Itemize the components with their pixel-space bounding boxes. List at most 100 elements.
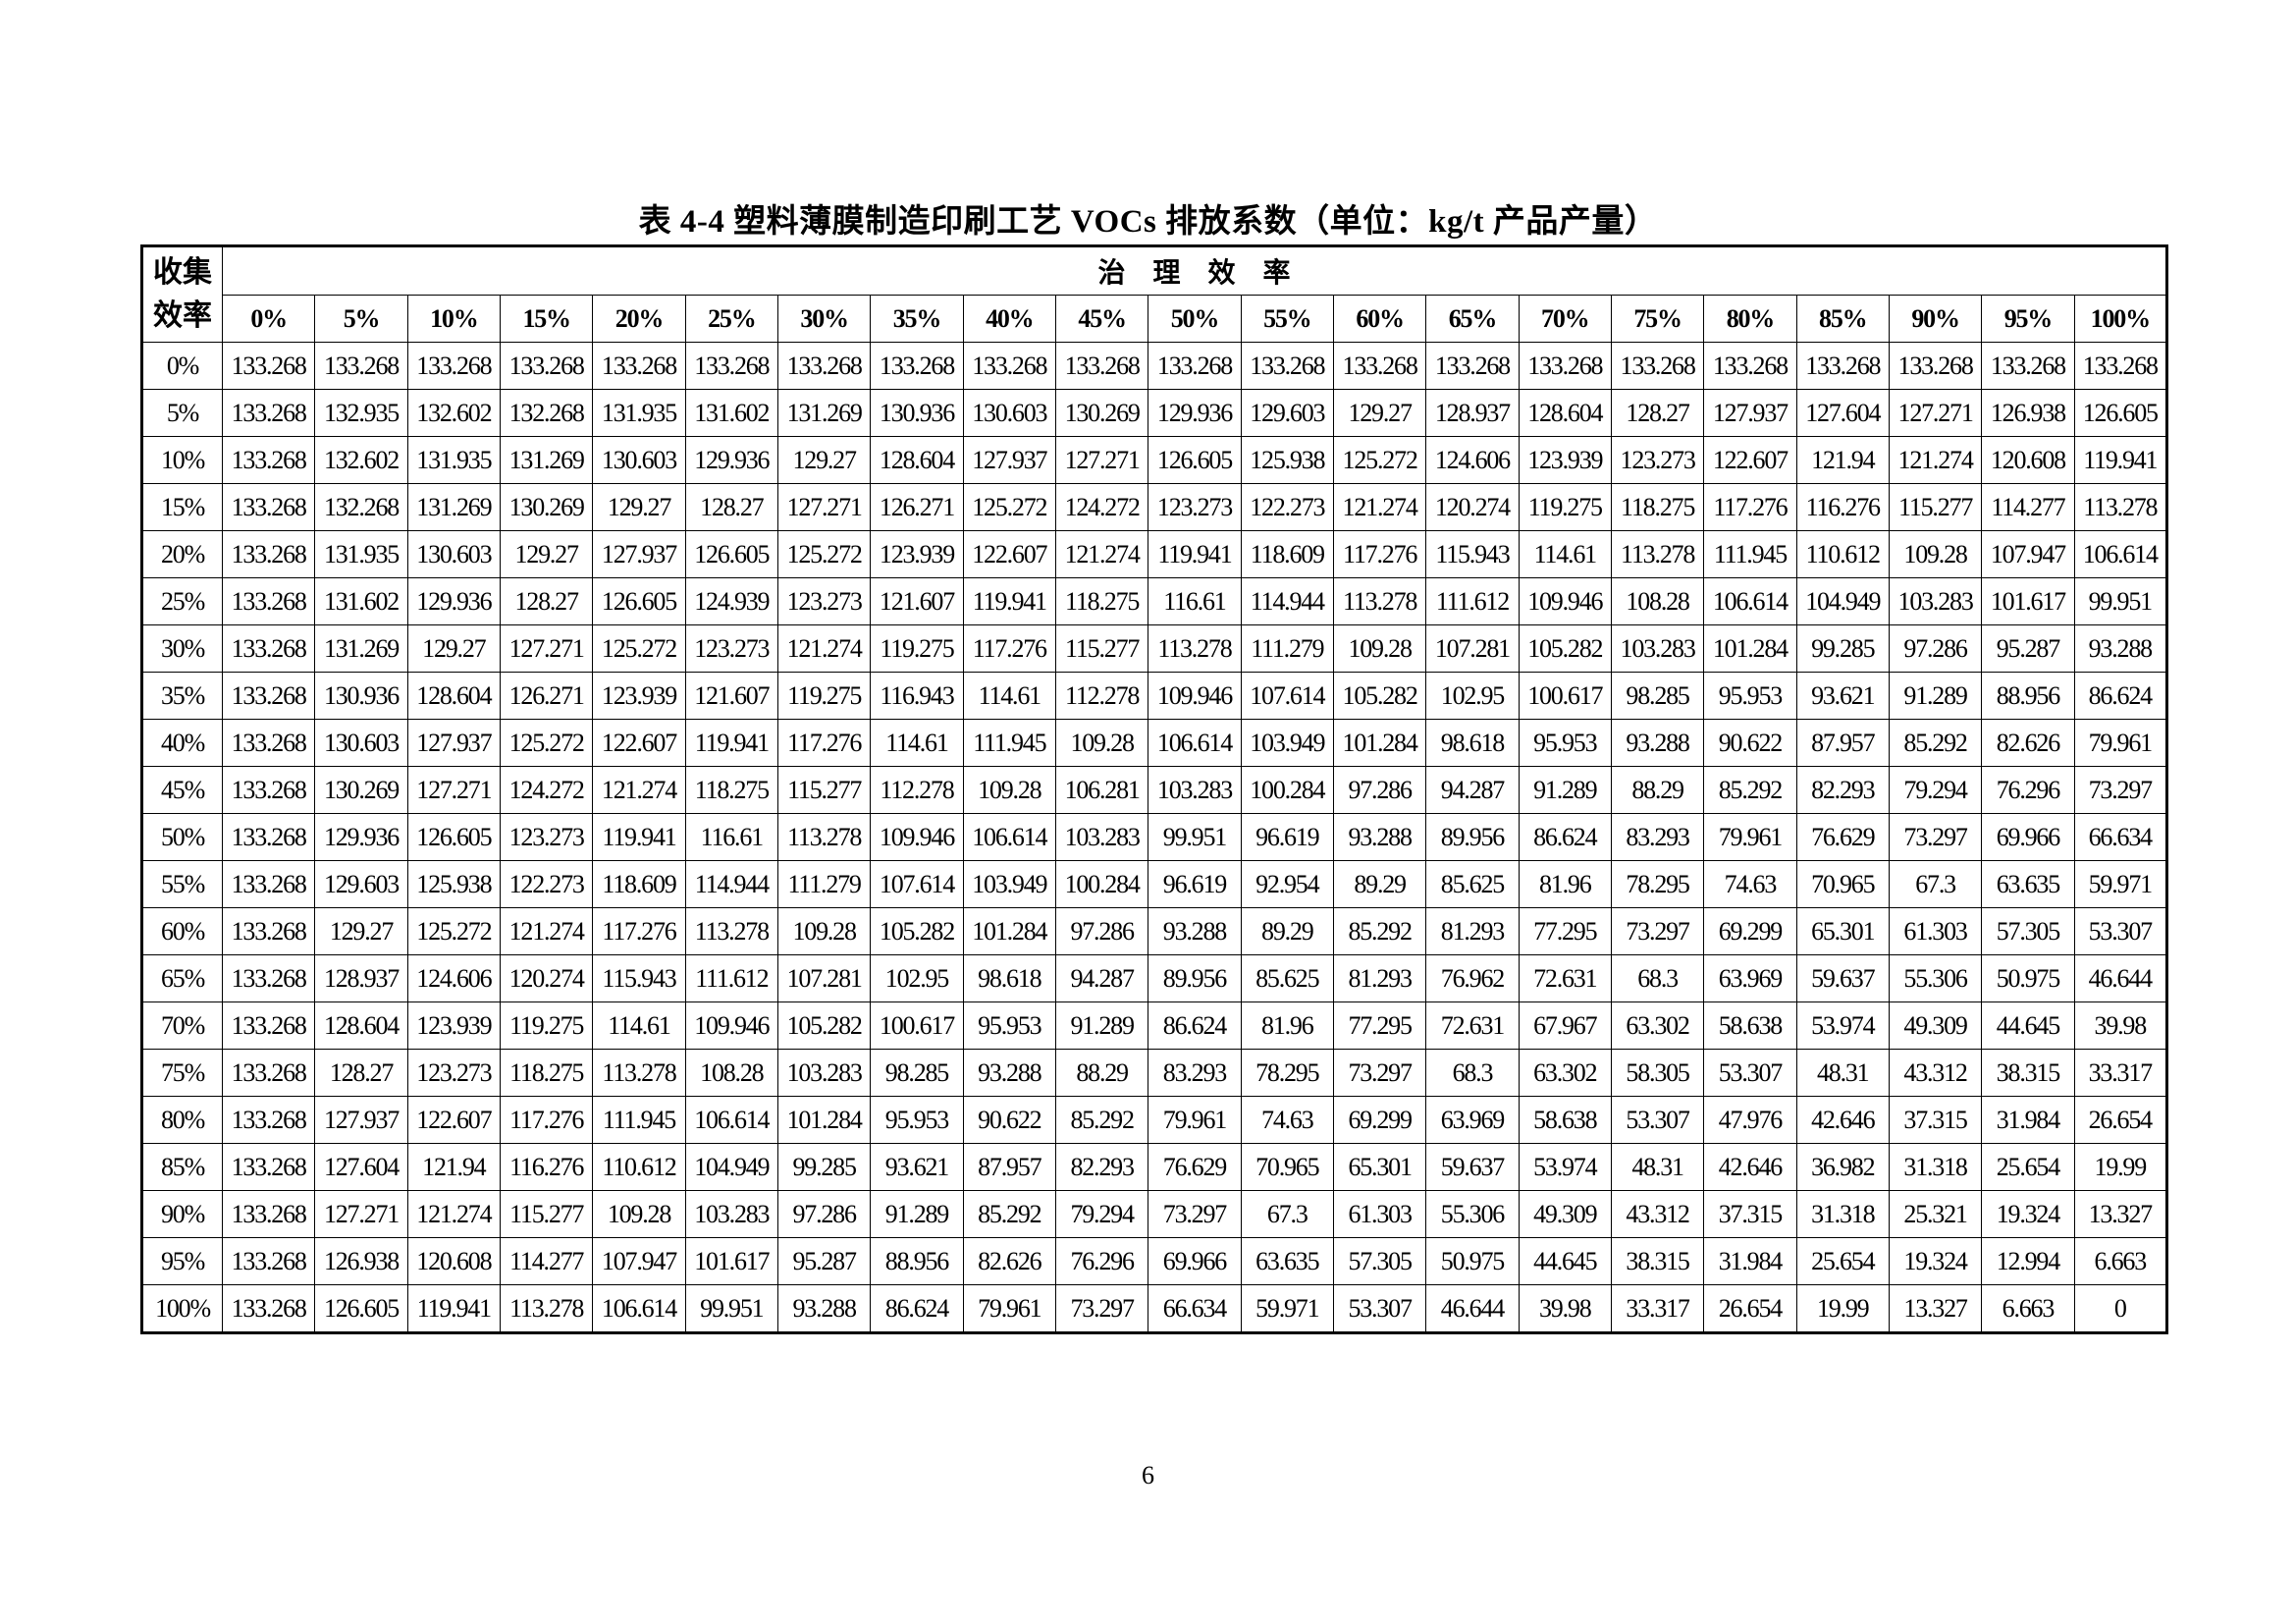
column-header: 55% (1240, 295, 1334, 343)
table-cell: 121.607 (870, 577, 964, 625)
table-cell: 26.654 (1703, 1284, 1797, 1333)
table-cell: 96.619 (1148, 860, 1242, 908)
table-cell: 103.283 (1054, 813, 1149, 861)
table-cell: 57.305 (1981, 907, 2075, 955)
table-cell: 125.938 (1240, 436, 1334, 484)
table-cell: 87.957 (962, 1143, 1056, 1191)
table-row: 35% 133.268 130.936 128.604 126.271 123.939 12… (141, 672, 2168, 720)
table-cell: 133.268 (221, 483, 316, 531)
table-cell: 133.268 (221, 1237, 316, 1285)
header-row-group: 收集 效率 治 理 效 率 (141, 245, 2167, 343)
table-cell: 31.318 (1795, 1190, 1890, 1238)
table-cell: 122.607 (1703, 436, 1797, 484)
table-cell: 59.637 (1425, 1143, 1520, 1191)
table-cell: 117.276 (962, 624, 1056, 673)
table-cell: 126.605 (684, 530, 778, 578)
table-cell: 123.273 (776, 577, 872, 625)
table-cell: 55.306 (1425, 1190, 1520, 1238)
table-cell: 13.327 (1888, 1284, 1983, 1333)
table-cell: 126.271 (499, 672, 594, 720)
table-cell: 66.634 (2073, 813, 2168, 861)
table-cell: 133.268 (1795, 342, 1890, 390)
table-cell: 63.635 (1240, 1237, 1334, 1285)
table-cell: 13.327 (2073, 1190, 2168, 1238)
row-label: 65% (141, 954, 223, 1002)
table-cell: 89.956 (1425, 813, 1520, 861)
table-cell: 98.285 (1610, 672, 1705, 720)
table-cell: 85.292 (1888, 719, 1983, 767)
table-cell: 93.621 (870, 1143, 964, 1191)
table-cell: 25.654 (1981, 1143, 2075, 1191)
row-label: 45% (141, 766, 223, 814)
table-cell: 133.268 (1518, 342, 1612, 390)
row-label: 50% (141, 813, 223, 861)
table-cell: 121.274 (592, 766, 686, 814)
table-cell: 130.269 (1054, 389, 1149, 437)
table-cell: 106.614 (1148, 719, 1242, 767)
table-cell: 125.938 (406, 860, 501, 908)
column-header: 20% (592, 295, 686, 343)
table-cell: 106.614 (2073, 530, 2168, 578)
table-cell: 126.605 (1148, 436, 1242, 484)
table-cell: 123.939 (870, 530, 964, 578)
table-cell: 133.268 (221, 719, 316, 767)
table-cell: 94.287 (1425, 766, 1520, 814)
table-cell: 129.936 (1148, 389, 1242, 437)
table-cell: 109.28 (592, 1190, 686, 1238)
table-cell: 104.949 (684, 1143, 778, 1191)
row-header-label: 收集 效率 (153, 256, 212, 332)
table-cell: 133.268 (221, 860, 316, 908)
table-cell: 49.309 (1888, 1001, 1983, 1050)
table-cell: 126.605 (592, 577, 686, 625)
table-cell: 131.602 (314, 577, 408, 625)
table-cell: 128.27 (314, 1049, 408, 1097)
table-cell: 109.946 (870, 813, 964, 861)
table-cell: 95.953 (1518, 719, 1612, 767)
table-cell: 79.961 (1148, 1096, 1242, 1144)
table-cell: 85.625 (1425, 860, 1520, 908)
table-cell: 100.617 (1518, 672, 1612, 720)
table-cell: 133.268 (221, 1143, 316, 1191)
table-cell: 126.605 (2073, 389, 2168, 437)
table-cell: 42.646 (1703, 1143, 1797, 1191)
table-cell: 129.936 (406, 577, 501, 625)
table-cell: 119.275 (499, 1001, 594, 1050)
table-cell: 127.271 (1054, 436, 1149, 484)
table-cell: 119.275 (776, 672, 872, 720)
table-cell: 86.624 (2073, 672, 2168, 720)
table-cell: 130.603 (406, 530, 501, 578)
table-cell: 131.935 (406, 436, 501, 484)
table-row: 85% 133.268 127.604 121.94 116.276 110.612 104… (141, 1143, 2168, 1191)
table-cell: 74.63 (1703, 860, 1797, 908)
row-label: 55% (141, 860, 223, 908)
table-cell: 133.268 (221, 530, 316, 578)
table-cell: 126.605 (314, 1284, 408, 1333)
table-cell: 119.941 (592, 813, 686, 861)
table-cell: 79.961 (962, 1284, 1056, 1333)
table-cell: 109.28 (962, 766, 1056, 814)
table-cell: 31.318 (1888, 1143, 1983, 1191)
table-cell: 58.638 (1518, 1096, 1612, 1144)
table-cell: 50.975 (1981, 954, 2075, 1002)
table-cell: 133.268 (2073, 342, 2168, 390)
table-cell: 111.279 (776, 860, 872, 908)
column-header: 25% (684, 295, 778, 343)
table-cell: 128.937 (1425, 389, 1520, 437)
table-cell: 106.281 (1054, 766, 1149, 814)
table-cell: 126.938 (314, 1237, 408, 1285)
table-cell: 103.283 (1148, 766, 1242, 814)
table-cell: 81.96 (1240, 1001, 1334, 1050)
table-cell: 89.29 (1240, 907, 1334, 955)
table-cell: 101.284 (962, 907, 1056, 955)
table-cell: 102.95 (870, 954, 964, 1002)
table-cell: 114.277 (1981, 483, 2075, 531)
table-cell: 115.277 (1888, 483, 1983, 531)
table-cell: 123.939 (592, 672, 686, 720)
table-cell: 114.61 (1518, 530, 1612, 578)
table-cell: 82.293 (1795, 766, 1890, 814)
table-cell: 132.602 (406, 389, 501, 437)
table-cell: 53.307 (1610, 1096, 1705, 1144)
table-cell: 133.268 (1148, 342, 1242, 390)
table-cell: 121.94 (1795, 436, 1890, 484)
table-cell: 103.283 (684, 1190, 778, 1238)
